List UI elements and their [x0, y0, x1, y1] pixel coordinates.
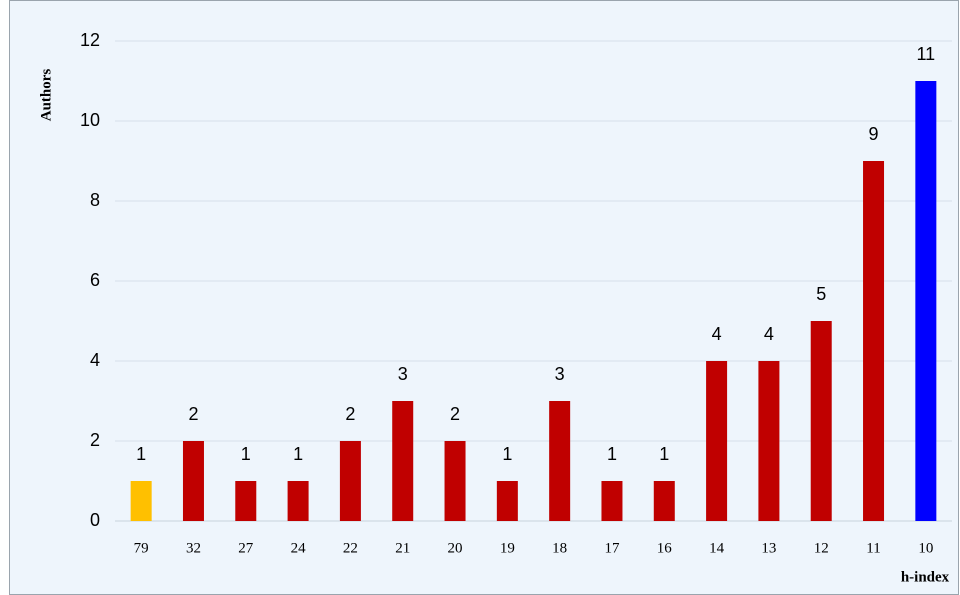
bar	[444, 441, 466, 521]
x-tick-label: 10	[918, 540, 933, 556]
x-tick-label: 13	[761, 540, 776, 556]
x-tick-label: 24	[291, 540, 307, 556]
data-label: 2	[450, 404, 460, 424]
x-tick-label: 21	[395, 540, 410, 556]
y-tick-label: 10	[80, 110, 100, 130]
bar	[235, 481, 257, 521]
x-tick-label: 19	[500, 540, 515, 556]
bar	[915, 81, 937, 521]
bar	[758, 361, 780, 521]
y-tick-label: 2	[90, 430, 100, 450]
y-axis-label: Authors	[38, 69, 54, 122]
data-label: 9	[869, 124, 879, 144]
y-tick-label: 8	[90, 190, 100, 210]
data-label: 2	[188, 404, 198, 424]
y-tick-label: 0	[90, 510, 100, 530]
x-tick-label: 11	[866, 540, 880, 556]
bar	[653, 481, 675, 521]
x-tick-label: 79	[134, 540, 149, 556]
x-tick-label: 18	[552, 540, 567, 556]
data-label: 1	[502, 444, 512, 464]
x-tick-label: 22	[343, 540, 358, 556]
data-label: 11	[917, 44, 936, 64]
data-label: 1	[607, 444, 617, 464]
data-label: 1	[136, 444, 146, 464]
bar	[339, 441, 361, 521]
x-tick-label: 27	[238, 540, 254, 556]
bar	[706, 361, 728, 521]
x-tick-label: 20	[448, 540, 463, 556]
bar	[130, 481, 152, 521]
data-label: 4	[712, 324, 722, 344]
bar	[863, 161, 885, 521]
y-tick-label: 4	[90, 350, 100, 370]
x-tick-label: 17	[604, 540, 620, 556]
data-label: 1	[241, 444, 251, 464]
bar	[810, 321, 832, 521]
x-axis-label: h-index	[901, 569, 950, 585]
data-label: 4	[764, 324, 774, 344]
bar	[287, 481, 309, 521]
y-tick-label: 6	[90, 270, 100, 290]
y-tick-label: 12	[80, 30, 100, 50]
data-label: 1	[659, 444, 669, 464]
data-label: 3	[398, 364, 408, 384]
x-tick-label: 12	[814, 540, 829, 556]
data-label: 3	[555, 364, 565, 384]
data-label: 5	[816, 284, 826, 304]
x-tick-label: 32	[186, 540, 201, 556]
bar	[182, 441, 204, 521]
chart-background	[9, 0, 959, 595]
bar	[496, 481, 518, 521]
data-label: 2	[345, 404, 355, 424]
x-tick-label: 16	[657, 540, 673, 556]
data-label: 1	[293, 444, 303, 464]
bar	[601, 481, 623, 521]
bar	[392, 401, 414, 521]
bar	[549, 401, 571, 521]
x-tick-label: 14	[709, 540, 725, 556]
